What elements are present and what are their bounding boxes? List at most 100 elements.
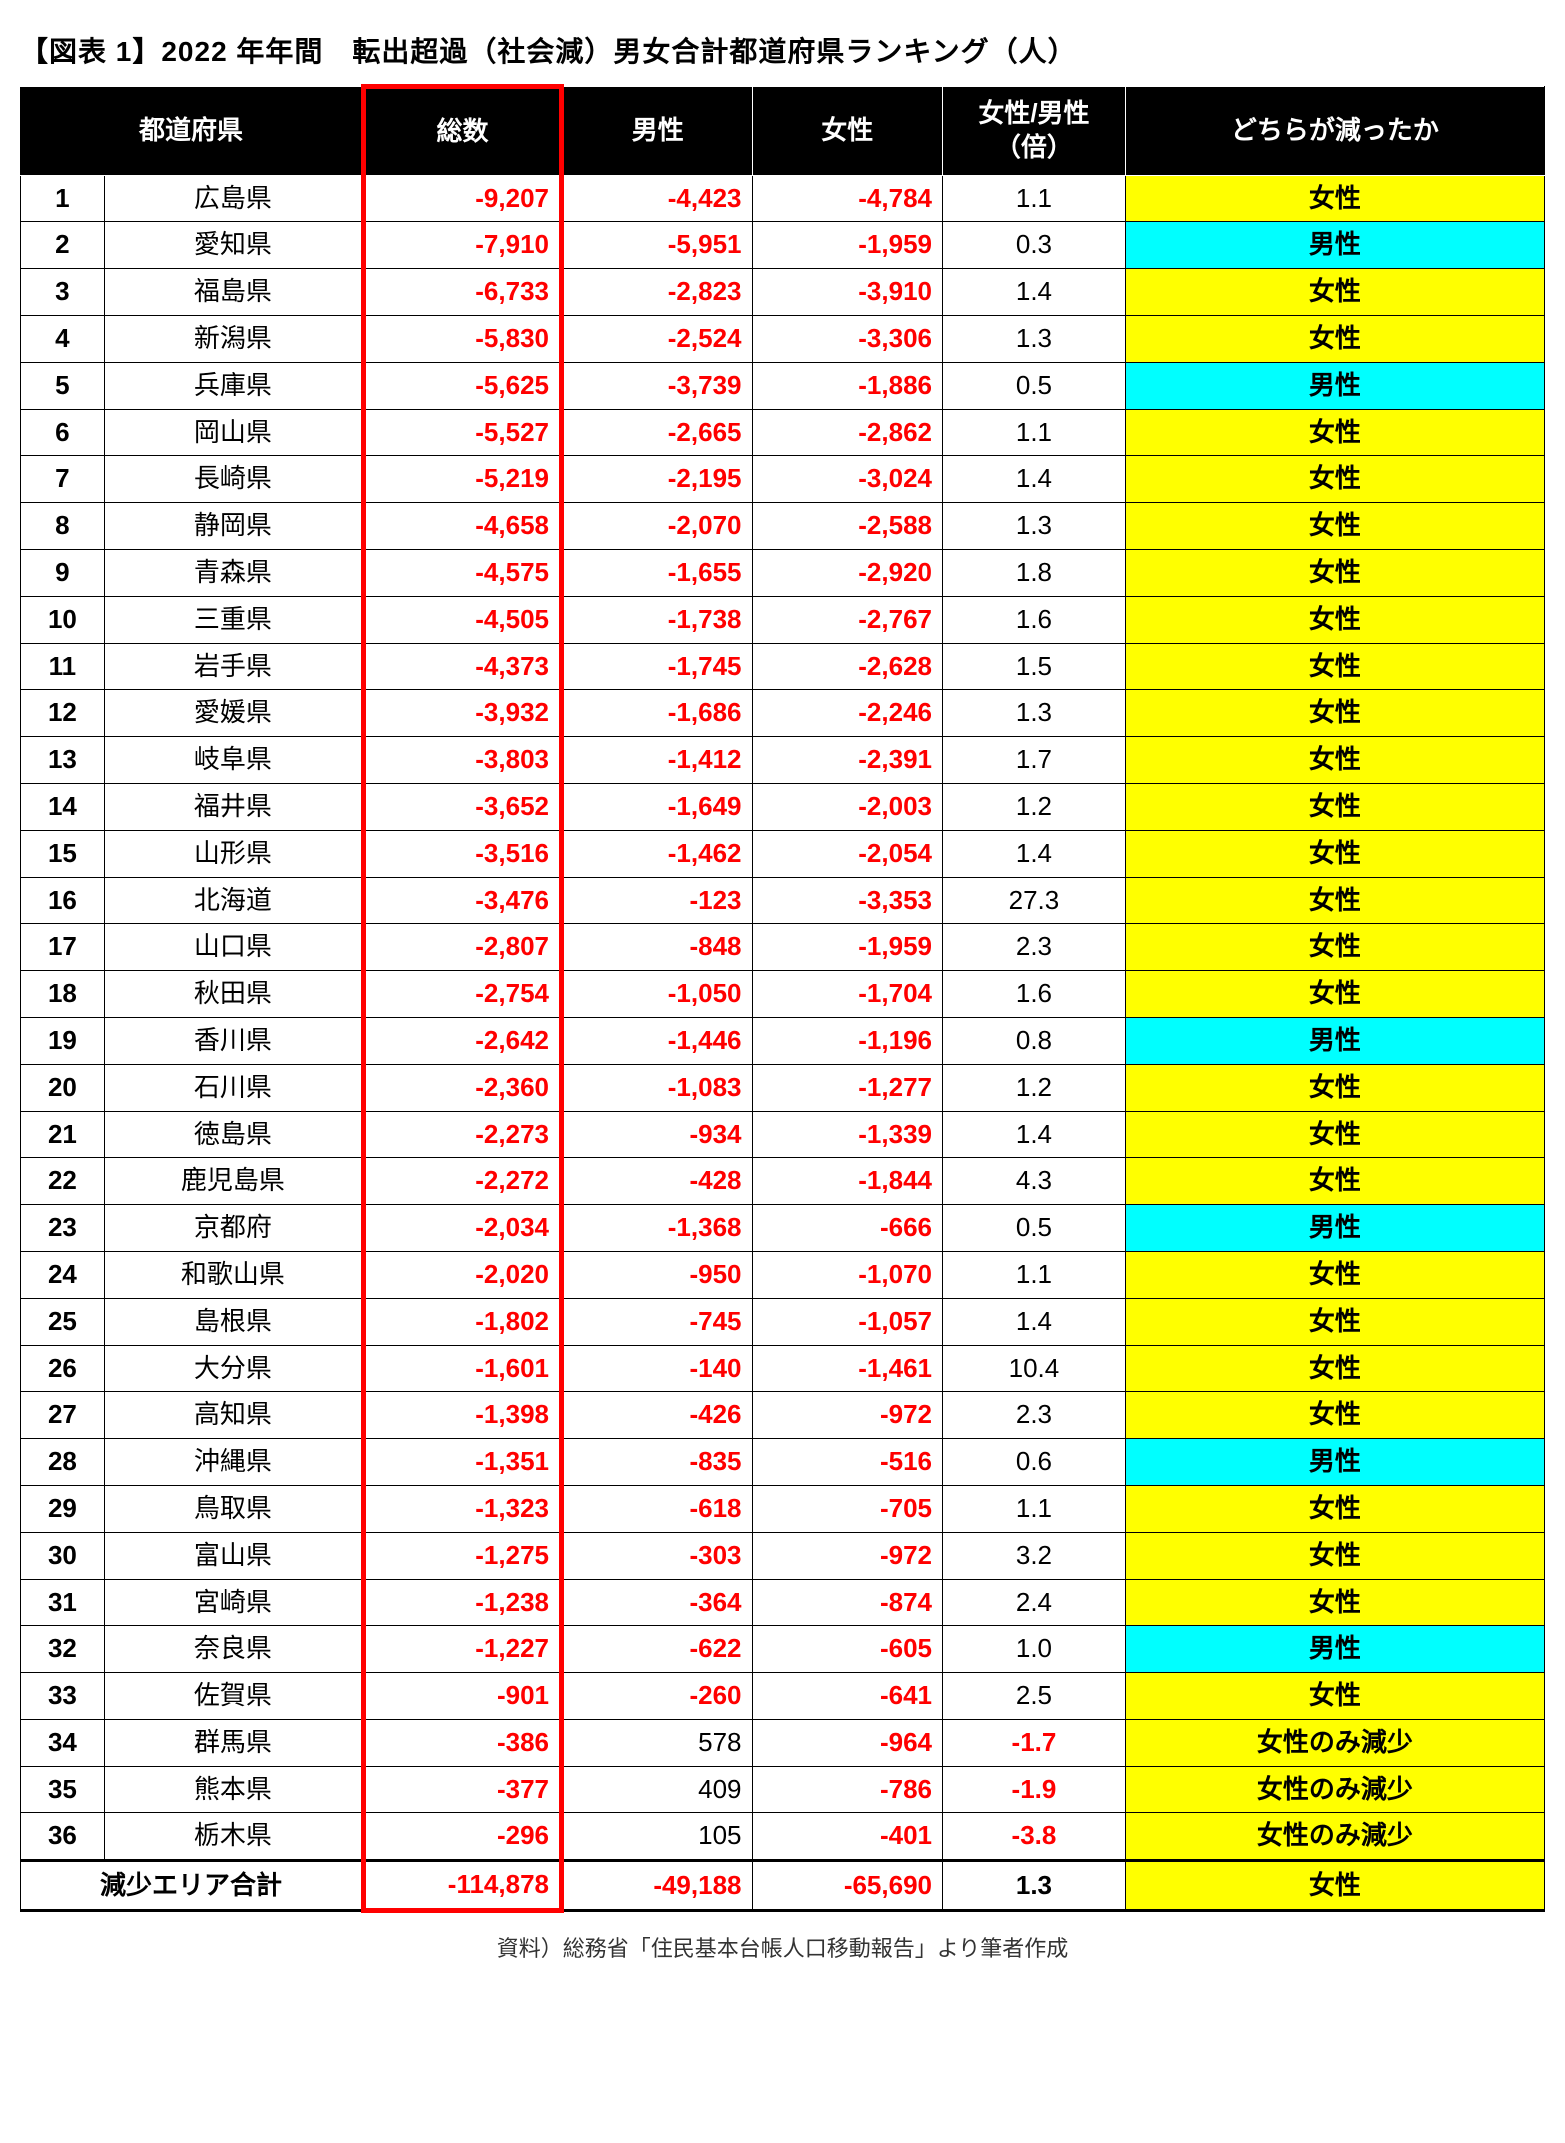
which-cell: 女性 [1125, 643, 1544, 690]
pref-cell: 愛媛県 [104, 690, 363, 737]
total-cell: -2,360 [363, 1064, 561, 1111]
which-cell: 女性のみ減少 [1125, 1766, 1544, 1813]
which-cell: 女性のみ減少 [1125, 1719, 1544, 1766]
which-cell: 女性 [1125, 1579, 1544, 1626]
rank-cell: 25 [21, 1298, 105, 1345]
total-cell: -2,020 [363, 1251, 561, 1298]
ratio-cell: 1.4 [943, 830, 1126, 877]
table-row: 5兵庫県-5,625-3,739-1,8860.5男性 [21, 362, 1545, 409]
male-cell: -950 [562, 1251, 753, 1298]
total-cell: -2,272 [363, 1158, 561, 1205]
total-cell: -6,733 [363, 269, 561, 316]
ratio-cell: 1.0 [943, 1626, 1126, 1673]
ratio-cell: 2.3 [943, 924, 1126, 971]
pref-cell: 栃木県 [104, 1813, 363, 1861]
total-cell: -4,505 [363, 596, 561, 643]
ratio-cell: 1.5 [943, 643, 1126, 690]
female-cell: -1,704 [752, 971, 943, 1018]
which-cell: 男性 [1125, 1439, 1544, 1486]
female-cell: -2,588 [752, 503, 943, 550]
female-cell: -1,886 [752, 362, 943, 409]
total-cell: -2,642 [363, 1017, 561, 1064]
male-cell: -123 [562, 877, 753, 924]
male-cell: -364 [562, 1579, 753, 1626]
male-cell: -1,368 [562, 1205, 753, 1252]
table-row: 12愛媛県-3,932-1,686-2,2461.3女性 [21, 690, 1545, 737]
rank-cell: 16 [21, 877, 105, 924]
rank-cell: 33 [21, 1673, 105, 1720]
table-row: 4新潟県-5,830-2,524-3,3061.3女性 [21, 315, 1545, 362]
pref-cell: 岩手県 [104, 643, 363, 690]
ratio-cell: 1.6 [943, 971, 1126, 1018]
total-cell: -1,238 [363, 1579, 561, 1626]
pref-cell: 熊本県 [104, 1766, 363, 1813]
table-row: 16北海道-3,476-123-3,35327.3女性 [21, 877, 1545, 924]
pref-cell: 北海道 [104, 877, 363, 924]
ranking-table: 都道府県 総数 男性 女性 女性/男性（倍） どちらが減ったか 1広島県-9,2… [20, 84, 1545, 1913]
female-cell: -2,003 [752, 783, 943, 830]
male-cell: -934 [562, 1111, 753, 1158]
total-cell: -9,207 [363, 175, 561, 222]
total-cell: -4,373 [363, 643, 561, 690]
which-cell: 女性 [1125, 1251, 1544, 1298]
ratio-cell: 1.4 [943, 456, 1126, 503]
table-row: 14福井県-3,652-1,649-2,0031.2女性 [21, 783, 1545, 830]
totals-female: -65,690 [752, 1861, 943, 1911]
total-cell: -1,351 [363, 1439, 561, 1486]
ratio-cell: 1.1 [943, 175, 1126, 222]
total-cell: -901 [363, 1673, 561, 1720]
male-cell: -835 [562, 1439, 753, 1486]
pref-cell: 岡山県 [104, 409, 363, 456]
table-row: 20石川県-2,360-1,083-1,2771.2女性 [21, 1064, 1545, 1111]
male-cell: -428 [562, 1158, 753, 1205]
total-cell: -3,476 [363, 877, 561, 924]
ratio-cell: 1.3 [943, 315, 1126, 362]
rank-cell: 5 [21, 362, 105, 409]
which-cell: 女性 [1125, 783, 1544, 830]
rank-cell: 18 [21, 971, 105, 1018]
total-cell: -3,932 [363, 690, 561, 737]
total-cell: -2,754 [363, 971, 561, 1018]
pref-cell: 山口県 [104, 924, 363, 971]
ratio-cell: 2.4 [943, 1579, 1126, 1626]
male-cell: -1,462 [562, 830, 753, 877]
rank-cell: 26 [21, 1345, 105, 1392]
ratio-cell: 27.3 [943, 877, 1126, 924]
male-cell: -1,050 [562, 971, 753, 1018]
which-cell: 女性 [1125, 1158, 1544, 1205]
table-row: 36栃木県-296105-401-3.8女性のみ減少 [21, 1813, 1545, 1861]
pref-cell: 香川県 [104, 1017, 363, 1064]
female-cell: -964 [752, 1719, 943, 1766]
total-cell: -3,652 [363, 783, 561, 830]
which-cell: 女性 [1125, 1064, 1544, 1111]
rank-cell: 11 [21, 643, 105, 690]
which-cell: 女性 [1125, 737, 1544, 784]
pref-cell: 沖縄県 [104, 1439, 363, 1486]
table-row: 17山口県-2,807-848-1,9592.3女性 [21, 924, 1545, 971]
col-which-header: どちらが減ったか [1125, 87, 1544, 176]
male-cell: -618 [562, 1485, 753, 1532]
which-cell: 女性 [1125, 877, 1544, 924]
rank-cell: 36 [21, 1813, 105, 1861]
total-cell: -5,625 [363, 362, 561, 409]
pref-cell: 宮崎県 [104, 1579, 363, 1626]
ratio-cell: 2.3 [943, 1392, 1126, 1439]
which-cell: 女性 [1125, 596, 1544, 643]
rank-cell: 6 [21, 409, 105, 456]
female-cell: -786 [752, 1766, 943, 1813]
table-row: 3福島県-6,733-2,823-3,9101.4女性 [21, 269, 1545, 316]
col-female-header: 女性 [752, 87, 943, 176]
rank-cell: 24 [21, 1251, 105, 1298]
total-cell: -3,516 [363, 830, 561, 877]
female-cell: -2,862 [752, 409, 943, 456]
rank-cell: 14 [21, 783, 105, 830]
total-cell: -3,803 [363, 737, 561, 784]
table-row: 34群馬県-386578-964-1.7女性のみ減少 [21, 1719, 1545, 1766]
male-cell: -1,738 [562, 596, 753, 643]
female-cell: -1,057 [752, 1298, 943, 1345]
pref-cell: 福井県 [104, 783, 363, 830]
ratio-cell: 1.4 [943, 269, 1126, 316]
pref-cell: 新潟県 [104, 315, 363, 362]
ratio-cell: 1.1 [943, 1251, 1126, 1298]
which-cell: 女性 [1125, 1485, 1544, 1532]
